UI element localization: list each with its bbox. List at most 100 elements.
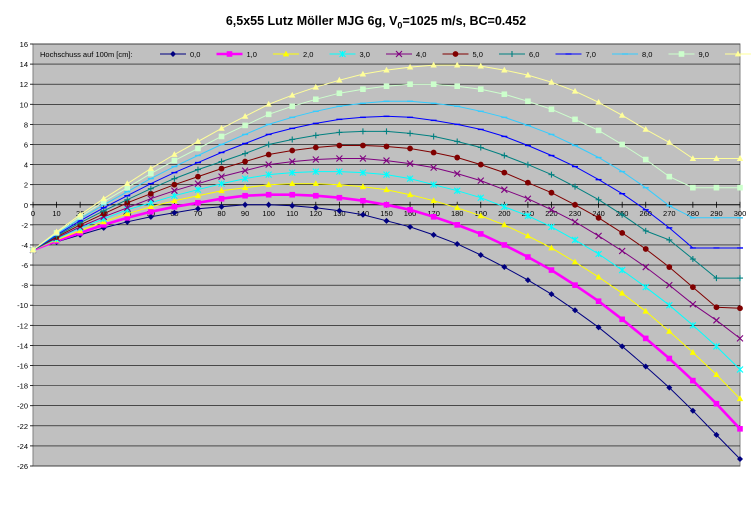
legend-marker-10 (734, 50, 742, 57)
point-4-21 (524, 195, 532, 203)
point-0-5 (147, 213, 154, 220)
point-3-25 (618, 266, 626, 274)
point-6-20 (501, 152, 508, 159)
point-10-7 (194, 138, 202, 144)
x-tick-label-11: 110 (286, 209, 298, 218)
point-2-8 (218, 187, 225, 194)
point-3-18 (453, 187, 461, 195)
point-0-24 (595, 324, 602, 331)
point-9-14 (360, 86, 366, 93)
point-10-18 (454, 61, 461, 68)
point-4-10 (265, 161, 273, 168)
point-1-19 (477, 231, 484, 237)
point-9-5 (148, 170, 154, 177)
y-tick-label-4: 8 (24, 120, 28, 129)
point-0-22 (548, 291, 555, 298)
point-1-24 (595, 298, 602, 305)
point-2-30 (736, 395, 744, 402)
legend-marker-0 (170, 51, 176, 57)
point-6-18 (454, 138, 461, 145)
point-3-20 (500, 203, 508, 211)
point-10-26 (642, 126, 649, 132)
point-2-22 (548, 244, 555, 251)
point-4-15 (383, 157, 390, 164)
point-3-17 (430, 181, 438, 189)
legend-marker-1 (226, 51, 233, 57)
y-tick-label-5: 6 (24, 140, 28, 149)
x-tick-label-15: 150 (380, 209, 393, 218)
point-10-8 (218, 125, 225, 131)
point-10-2 (76, 211, 84, 218)
y-tick-label-21: -26 (17, 462, 28, 471)
x-tick-label-18: 180 (451, 209, 464, 218)
y-tick-label-3: 10 (20, 100, 28, 109)
point-6-5 (147, 185, 154, 192)
point-0-18 (454, 240, 461, 247)
point-0-19 (477, 252, 484, 258)
point-6-16 (407, 130, 414, 137)
y-tick-label-15: -14 (17, 341, 28, 350)
point-0-11 (289, 202, 296, 209)
point-4-20 (500, 186, 508, 194)
y-tick-label-12: -8 (21, 281, 28, 290)
point-2-15 (383, 186, 390, 193)
series-10 (29, 61, 744, 253)
point-9-20 (501, 91, 508, 98)
point-1-7 (195, 199, 201, 206)
y-tick-label-0: 16 (20, 40, 28, 49)
point-6-8 (218, 158, 225, 165)
point-0-6 (171, 209, 178, 216)
point-0-21 (524, 277, 531, 284)
point-1-9 (242, 192, 248, 199)
point-9-18 (454, 83, 460, 89)
point-5-11 (289, 147, 296, 154)
point-10-16 (406, 63, 414, 70)
y-tick-label-1: 14 (20, 60, 28, 69)
point-3-22 (548, 223, 555, 231)
point-5-30 (737, 305, 743, 312)
series-4 (29, 155, 744, 342)
point-10-1 (53, 228, 60, 235)
legend-marker-2 (282, 50, 290, 57)
point-5-19 (477, 161, 484, 168)
point-4-30 (736, 335, 744, 342)
point-3-27 (665, 301, 673, 309)
point-3-6 (171, 192, 178, 200)
point-9-25 (619, 141, 625, 148)
point-6-13 (336, 129, 343, 136)
point-3-14 (359, 169, 367, 176)
y-axis-ticks: 1614121086420-2-4-6-8-10-12-14-16-18-20-… (17, 40, 33, 471)
point-5-26 (642, 246, 649, 252)
point-9-22 (548, 106, 555, 113)
point-10-25 (618, 111, 626, 118)
point-10-20 (501, 66, 508, 73)
point-5-18 (454, 154, 461, 161)
point-10-28 (689, 155, 697, 161)
point-2-14 (359, 183, 367, 190)
point-4-25 (618, 247, 626, 255)
point-9-24 (595, 127, 602, 134)
point-9-26 (642, 156, 649, 163)
point-5-4 (124, 199, 131, 206)
x-tick-label-16: 160 (404, 209, 417, 218)
point-9-13 (336, 90, 343, 97)
x-tick-label-23: 230 (569, 209, 582, 218)
point-5-24 (595, 214, 602, 221)
legend-marker-4 (395, 50, 403, 58)
point-1-26 (642, 335, 649, 342)
point-5-21 (525, 179, 531, 186)
point-1-13 (336, 194, 343, 201)
point-4-13 (335, 155, 343, 162)
series-0 (30, 201, 743, 462)
x-tick-label-9: 90 (241, 209, 249, 218)
point-0-15 (383, 217, 390, 224)
point-3-15 (383, 171, 390, 179)
point-4-24 (595, 232, 602, 240)
point-9-16 (407, 81, 413, 87)
y-tick-label-6: 4 (24, 161, 28, 170)
point-5-16 (407, 145, 413, 152)
y-tick-label-9: -2 (21, 221, 28, 230)
point-6-15 (383, 128, 390, 135)
point-6-14 (359, 128, 366, 135)
